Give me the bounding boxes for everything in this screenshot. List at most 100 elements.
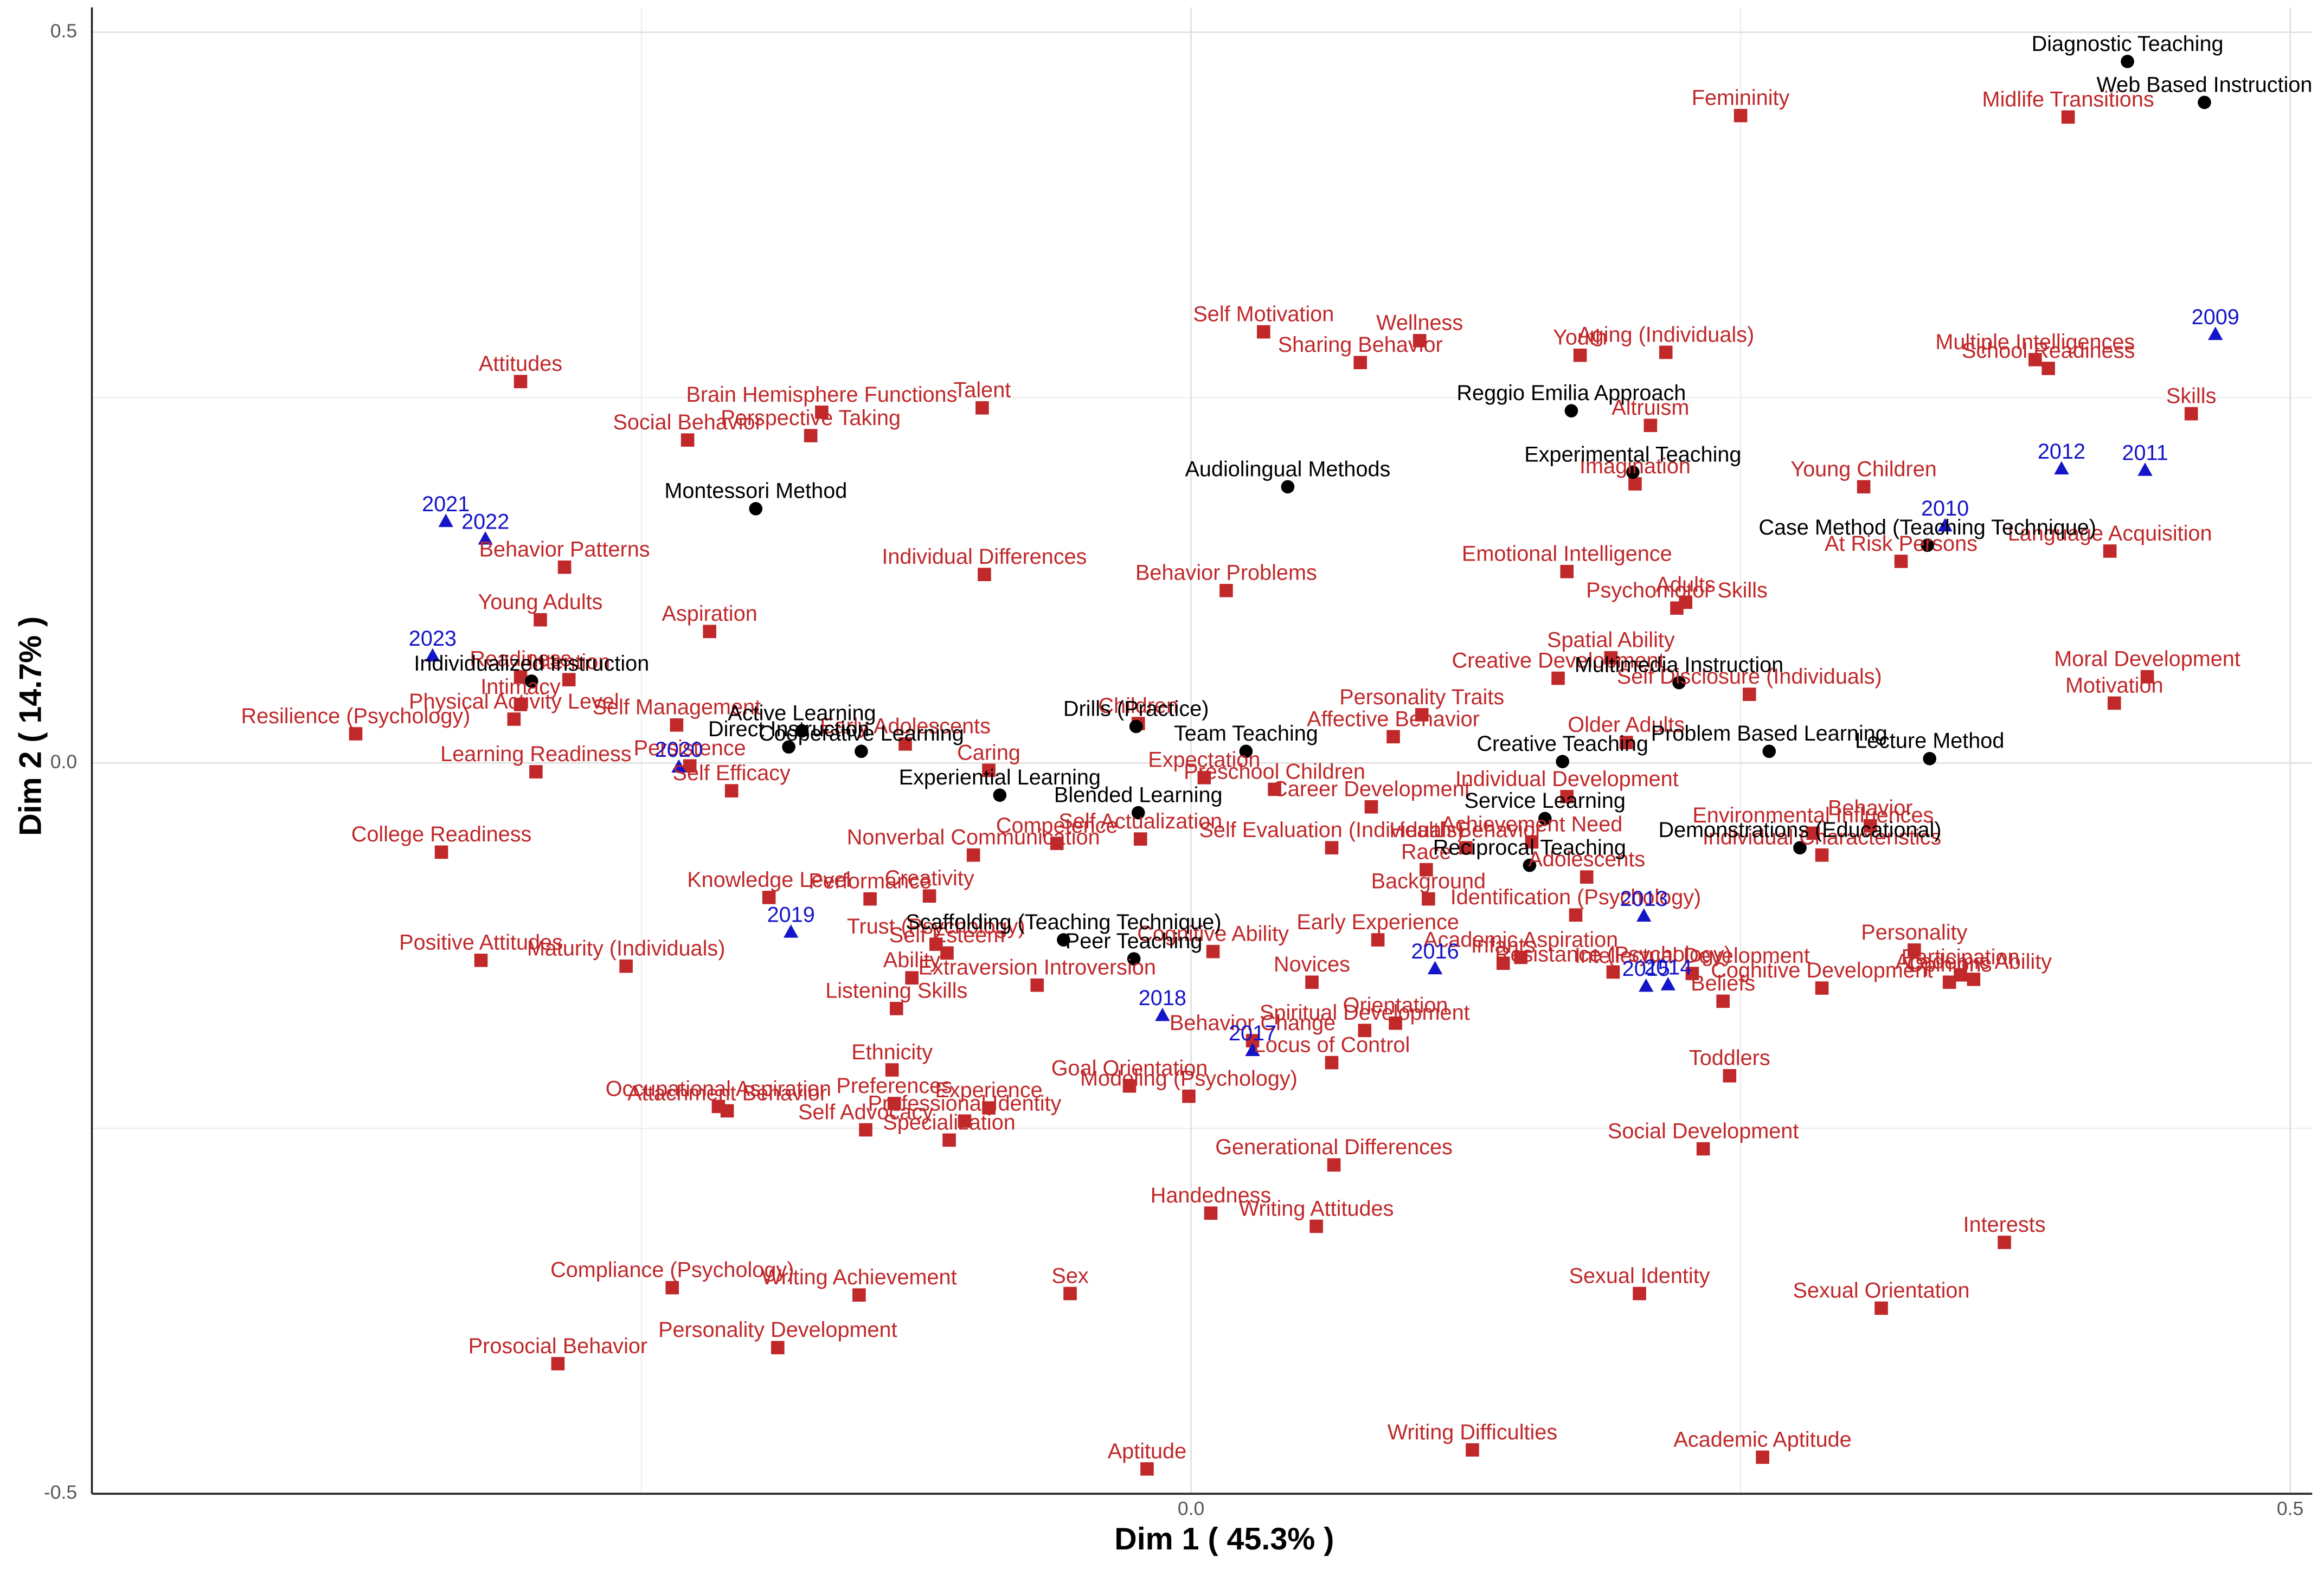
point-label: Academic Aptitude bbox=[1674, 1427, 1852, 1451]
point-label: 2018 bbox=[1139, 986, 1186, 1010]
point-label: Race bbox=[1401, 840, 1452, 864]
point-label: Peer Teaching bbox=[1065, 929, 1203, 953]
circle-point bbox=[1793, 841, 1807, 855]
point-label: Attitudes bbox=[479, 352, 562, 376]
square-point bbox=[513, 698, 528, 711]
point-label: Direct Instruction bbox=[708, 717, 869, 741]
circle-point bbox=[1626, 465, 1640, 479]
square-point bbox=[1325, 1056, 1339, 1070]
point-label: Opinions bbox=[1907, 953, 1992, 976]
square-point bbox=[1894, 555, 1908, 568]
point-label: Motivation bbox=[2065, 673, 2163, 697]
square-point bbox=[2184, 407, 2198, 421]
point-label: Nonverbal Communication bbox=[847, 826, 1100, 850]
square-point bbox=[1863, 819, 1877, 833]
point-label: Midlife Transitions bbox=[1982, 87, 2154, 111]
point-label: Persistence bbox=[634, 736, 746, 760]
y-axis-title: Dim 2 ( 14.7% ) bbox=[13, 616, 48, 836]
point-label: Resistance (Psychology) bbox=[1495, 942, 1731, 966]
square-point bbox=[1560, 564, 1574, 578]
point-label: Locus of Control bbox=[1254, 1033, 1410, 1057]
square-point bbox=[898, 737, 912, 751]
point-label: Spiritual Development bbox=[1260, 1001, 1470, 1025]
circle-point bbox=[1057, 933, 1070, 947]
point-label: 2009 bbox=[2192, 305, 2239, 329]
circle-point bbox=[1762, 744, 1776, 758]
point-label: Scaffolding (Teaching Technique) bbox=[906, 910, 1221, 934]
point-label: Environmental Influences bbox=[1692, 803, 1934, 827]
square-point bbox=[982, 1101, 996, 1115]
square-point bbox=[1734, 108, 1748, 123]
circle-point bbox=[1672, 676, 1686, 690]
point-label: Altruism bbox=[1612, 396, 1689, 420]
point-label: Diagnostic Teaching bbox=[2032, 32, 2224, 56]
point-label: Reciprocal Teaching bbox=[1433, 836, 1626, 860]
point-label: Young Adults bbox=[478, 590, 603, 614]
point-label: Drills (Practice) bbox=[1063, 697, 1209, 721]
point-label: Aptitude bbox=[1108, 1439, 1186, 1463]
square-point bbox=[507, 712, 521, 726]
square-point bbox=[1386, 730, 1400, 744]
square-point bbox=[1756, 1450, 1769, 1464]
point-label: Competence bbox=[996, 814, 1118, 838]
square-point bbox=[940, 946, 954, 960]
square-point bbox=[557, 560, 572, 574]
point-label: 2016 bbox=[1411, 940, 1459, 963]
point-label: Career Development bbox=[1272, 777, 1471, 801]
point-label: Beliefs bbox=[1691, 972, 1755, 995]
point-label: Cognitive Development bbox=[1711, 959, 1933, 982]
point-label: Language Acquisition bbox=[2008, 522, 2212, 545]
square-point bbox=[1268, 782, 1281, 796]
point-label: Case Method (Teaching Technique) bbox=[1758, 516, 2096, 539]
point-label: Resilience (Psychology) bbox=[241, 704, 471, 728]
point-label: Identification (Psychology) bbox=[1450, 885, 1702, 909]
square-point bbox=[720, 1104, 734, 1118]
point-label: Personality bbox=[1861, 921, 1967, 944]
point-label: Writing Difficulties bbox=[1388, 1420, 1557, 1444]
square-point bbox=[804, 429, 818, 442]
point-label: Young Children bbox=[1790, 457, 1937, 481]
square-point bbox=[1806, 826, 1820, 840]
circle-point bbox=[993, 788, 1007, 802]
square-point bbox=[1257, 325, 1270, 339]
square-point bbox=[1204, 1206, 1218, 1220]
square-point bbox=[2061, 110, 2075, 124]
point-label: Individual Development bbox=[1455, 767, 1679, 791]
triangle-point bbox=[425, 648, 440, 662]
point-label: Talent bbox=[954, 378, 1011, 402]
circle-point bbox=[1538, 812, 1552, 826]
point-label: Behavior bbox=[1828, 796, 1912, 820]
square-point bbox=[1364, 800, 1378, 814]
point-label: Multimedia Instruction bbox=[1575, 653, 1783, 677]
point-label: Occupational Aspiration bbox=[606, 1077, 831, 1101]
point-label: Skills bbox=[2166, 384, 2216, 408]
triangle-point bbox=[478, 531, 493, 545]
point-label: Web Based Instruction bbox=[2097, 73, 2313, 97]
point-label: School Readiness bbox=[1962, 339, 2135, 363]
point-label: Cognitive Ability bbox=[1137, 922, 1289, 946]
square-point bbox=[1723, 1069, 1737, 1083]
square-point bbox=[885, 1063, 899, 1077]
point-label: 2023 bbox=[409, 627, 457, 651]
point-labels: Femininity Midlife Transitions Self Motiva… bbox=[241, 32, 2313, 1463]
point-label: Ability bbox=[883, 948, 941, 972]
point-label: Extraversion Introversion bbox=[919, 956, 1156, 980]
point-label: Social Development bbox=[1608, 1119, 1799, 1143]
point-label: Performance bbox=[808, 870, 932, 893]
point-label: Readiness bbox=[470, 647, 571, 671]
circle-point bbox=[795, 724, 809, 738]
point-label: Femininity bbox=[1692, 86, 1790, 110]
square-point bbox=[1742, 687, 1756, 701]
triangle-point bbox=[1245, 1043, 1260, 1057]
circle-point bbox=[1129, 719, 1143, 734]
triangle-point bbox=[1427, 961, 1443, 975]
square-point bbox=[1305, 975, 1319, 989]
point-label: Maturity (Individuals) bbox=[527, 937, 726, 961]
point-label: Professional Identity bbox=[868, 1091, 1062, 1115]
point-label: Brain Hemisphere Functions bbox=[686, 383, 957, 407]
circle-point bbox=[1923, 752, 1937, 766]
x-tick-label: 0.0 bbox=[1178, 1498, 1204, 1520]
square-point bbox=[1353, 356, 1367, 370]
point-label: Affective Behavior bbox=[1307, 707, 1480, 731]
y-tick-label: -0.5 bbox=[44, 1482, 77, 1503]
